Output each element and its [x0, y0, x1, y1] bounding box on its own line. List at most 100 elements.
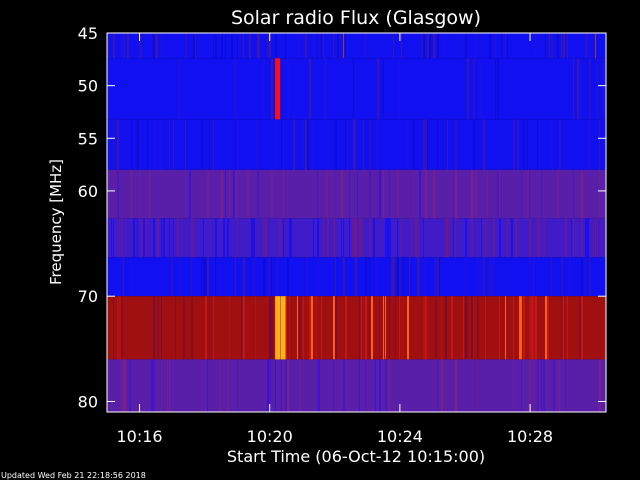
band-2-stripe [109, 119, 110, 170]
band-0-stripe [505, 33, 506, 59]
heatmap-area [107, 33, 606, 412]
band-2-stripe [437, 119, 438, 170]
band-4-stripe [133, 218, 135, 258]
band-0-stripe [321, 33, 322, 59]
band-0-stripe [123, 33, 125, 59]
band-7-stripe [121, 359, 123, 412]
band-2-stripe [113, 119, 114, 170]
band-5-stripe [191, 257, 192, 297]
band-5-stripe [585, 257, 586, 297]
band-4-stripe [327, 218, 329, 258]
band-1-stripe [603, 58, 604, 120]
band-3-stripe [247, 169, 249, 219]
band-2-stripe [237, 119, 239, 170]
band-4-stripe [577, 218, 578, 258]
band-5-stripe [581, 257, 583, 297]
band-6-stripe [255, 296, 256, 360]
band-5-stripe [219, 257, 220, 297]
band-0-stripe [213, 33, 214, 59]
band-0-stripe [343, 33, 344, 59]
band-0-stripe [433, 33, 435, 59]
band-1-stripe [399, 58, 400, 120]
band-2-stripe [377, 119, 378, 170]
band-4-stripe [539, 218, 540, 258]
band-7-stripe [521, 359, 522, 412]
band-7-stripe [317, 359, 319, 412]
band-3-stripe [221, 169, 223, 219]
band-4-stripe [481, 218, 482, 258]
band-6-stripe [371, 296, 373, 360]
band-5-stripe [551, 257, 552, 297]
band-0-stripe [127, 33, 129, 59]
band-0-stripe [243, 33, 244, 59]
band-5-stripe [203, 257, 205, 297]
band-0-stripe [501, 33, 502, 59]
band-3-stripe [527, 169, 529, 219]
band-7-stripe [513, 359, 514, 412]
band-6-stripe [505, 296, 506, 360]
band-4-stripe [121, 218, 122, 258]
band-3-stripe [327, 169, 328, 219]
band-6-stripe [271, 296, 273, 360]
band-3-stripe [581, 169, 583, 219]
band-0-stripe [157, 33, 158, 59]
band-7-stripe [153, 359, 155, 412]
band-4-stripe [447, 218, 449, 258]
band-6-stripe [183, 296, 185, 360]
band-4-stripe [237, 218, 238, 258]
y-axis-label: Frequency [MHz] [47, 159, 65, 285]
band-7-stripe [365, 359, 366, 412]
band-3-stripe [397, 169, 399, 219]
band-3-stripe [455, 169, 457, 219]
band-2-stripe [209, 119, 210, 170]
band-4-stripe [587, 218, 589, 258]
band-2-stripe [407, 119, 409, 170]
band-4-stripe [471, 218, 473, 258]
band-6-stripe [311, 296, 313, 360]
band-5-stripe [301, 257, 302, 297]
band-0-stripe [475, 33, 477, 59]
band-7-stripe [207, 359, 208, 412]
band-1-stripe [495, 58, 496, 120]
band-4-stripe [573, 218, 574, 258]
band-0-stripe [443, 33, 444, 59]
band-4-stripe [369, 218, 371, 258]
band-4-stripe [313, 218, 314, 258]
band-2-stripe [147, 119, 148, 170]
band-1-stripe [271, 58, 273, 120]
band-4-stripe [483, 218, 484, 258]
band-4-stripe [373, 218, 375, 258]
band-5-stripe [477, 257, 479, 297]
band-1-stripe [179, 58, 180, 120]
band-5-stripe [271, 257, 272, 297]
band-0-stripe [303, 33, 304, 59]
band-7-stripe [227, 359, 229, 412]
band-7-stripe [375, 359, 376, 412]
band-7-stripe [333, 359, 334, 412]
band-6-stripe [389, 296, 390, 360]
band-4-stripe [507, 218, 509, 258]
band-4-stripe [453, 218, 454, 258]
band-4-stripe [113, 218, 114, 258]
band-3-stripe [283, 169, 284, 219]
band-4-stripe [203, 218, 204, 258]
band-7-stripe [529, 359, 531, 412]
band-3-stripe [419, 169, 421, 219]
band-7-stripe [275, 359, 276, 412]
band-6-stripe [435, 296, 437, 360]
band-1-stripe [235, 58, 236, 120]
band-4-stripe [361, 218, 363, 258]
band-6-stripe [365, 296, 367, 360]
band-0-stripe [339, 33, 341, 59]
band-1 [107, 58, 606, 120]
band-5-stripe [369, 257, 370, 297]
band-0-stripe [267, 33, 269, 59]
band-5-stripe [437, 257, 439, 297]
band-5-stripe [123, 257, 124, 297]
band-6-stripe [477, 296, 479, 360]
band-3-stripe [341, 169, 343, 219]
band-4-stripe [529, 218, 531, 258]
burst-1 [275, 296, 281, 360]
band-2-stripe [173, 119, 174, 170]
band-4-stripe [445, 218, 447, 258]
